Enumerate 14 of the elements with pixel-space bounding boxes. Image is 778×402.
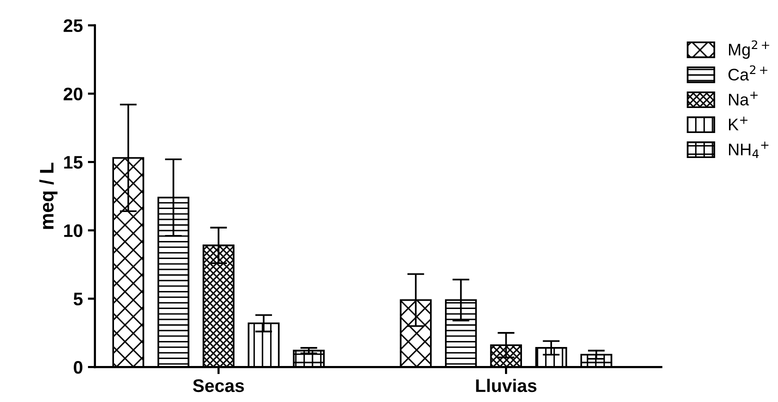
y-tick-label: 0 xyxy=(74,360,82,374)
y-tick-label: 5 xyxy=(74,292,83,306)
legend-label: Mg$^{2+}$ xyxy=(728,40,770,59)
x-tick-label: Secas xyxy=(192,379,244,392)
y-axis-title: meq / L xyxy=(39,162,58,229)
y-tick-label: 15 xyxy=(64,156,83,169)
y-tick-label: 25 xyxy=(64,19,83,32)
legend-label: Ca$^{2+}$ xyxy=(728,65,768,81)
y-tick-label: 20 xyxy=(64,88,82,100)
y-tick-label: 10 xyxy=(64,224,82,238)
legend-label: NH$_{4}$$^{+}$ xyxy=(728,142,768,158)
legend-label: Na$^{+}$ xyxy=(728,92,758,106)
x-tick-label: Lluvias xyxy=(476,378,536,392)
legend-label: K$^{+}$ xyxy=(728,116,748,130)
